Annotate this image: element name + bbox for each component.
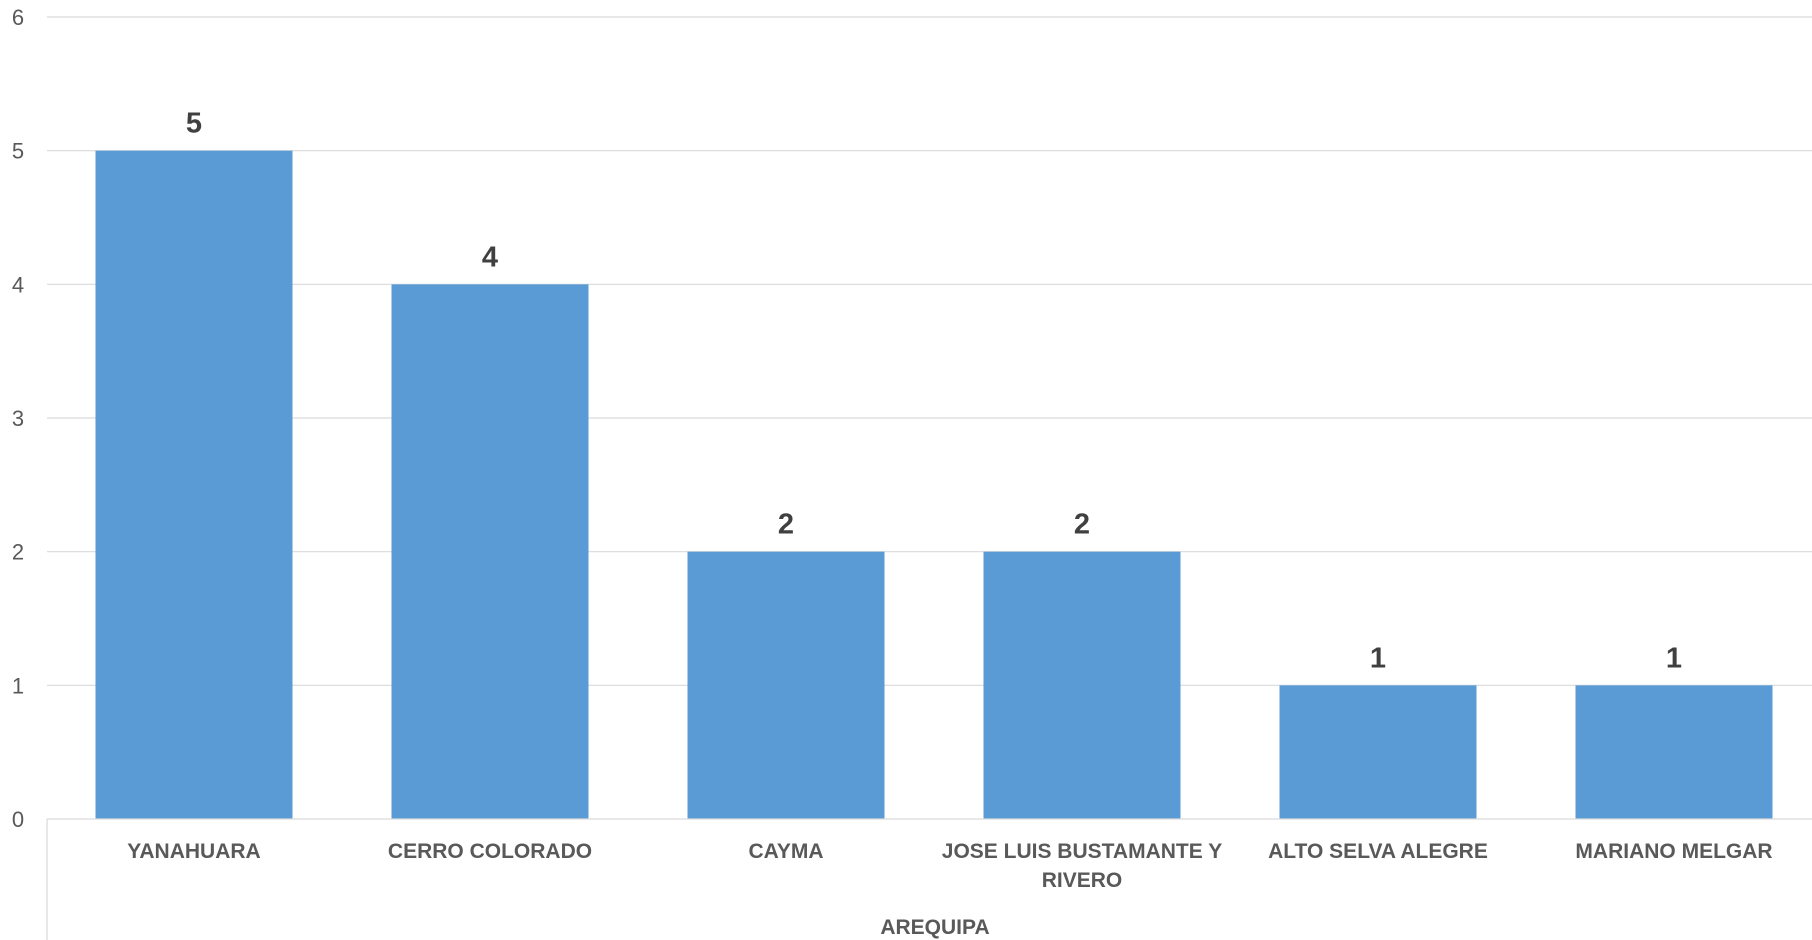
data-label: 5 (186, 108, 202, 140)
data-label: 2 (778, 509, 794, 541)
x-tick-label: YANAHUARA (127, 840, 260, 863)
data-labels: 5 4 2 2 1 1 (186, 108, 1682, 675)
x-tick-label: CAYMA (748, 840, 823, 863)
y-tick-label: 2 (12, 540, 24, 565)
axes (46, 818, 1812, 940)
data-label: 1 (1666, 642, 1682, 674)
x-tick-label: JOSE LUIS BUSTAMANTE Y (942, 840, 1222, 863)
data-label: 2 (1074, 509, 1090, 541)
bar (391, 284, 589, 819)
gridlines (47, 16, 1812, 686)
bar (687, 551, 885, 819)
y-tick-label: 6 (12, 5, 24, 30)
x-tick-label: ALTO SELVA ALEGRE (1268, 840, 1488, 863)
x-tick-label: MARIANO MELGAR (1575, 840, 1772, 863)
x-axis-ticks: YANAHUARA CERRO COLORADO CAYMA JOSE LUIS BU… (127, 840, 1772, 892)
data-label: 4 (482, 241, 498, 273)
y-tick-label: 5 (12, 139, 24, 164)
x-tick-label: CERRO COLORADO (388, 840, 592, 863)
data-label: 1 (1370, 642, 1386, 674)
bars (95, 150, 1773, 819)
bar (983, 551, 1181, 819)
y-axis-ticks: 0 1 2 3 4 5 6 (12, 5, 24, 832)
y-tick-label: 4 (12, 272, 24, 297)
y-tick-label: 3 (12, 406, 24, 431)
bar (1279, 685, 1477, 819)
y-tick-label: 1 (12, 673, 24, 698)
group-label: AREQUIPA (880, 916, 989, 939)
y-tick-label: 0 (12, 807, 24, 832)
x-tick-label: RIVERO (1042, 869, 1123, 892)
bar (95, 150, 293, 819)
bar (1575, 685, 1773, 819)
